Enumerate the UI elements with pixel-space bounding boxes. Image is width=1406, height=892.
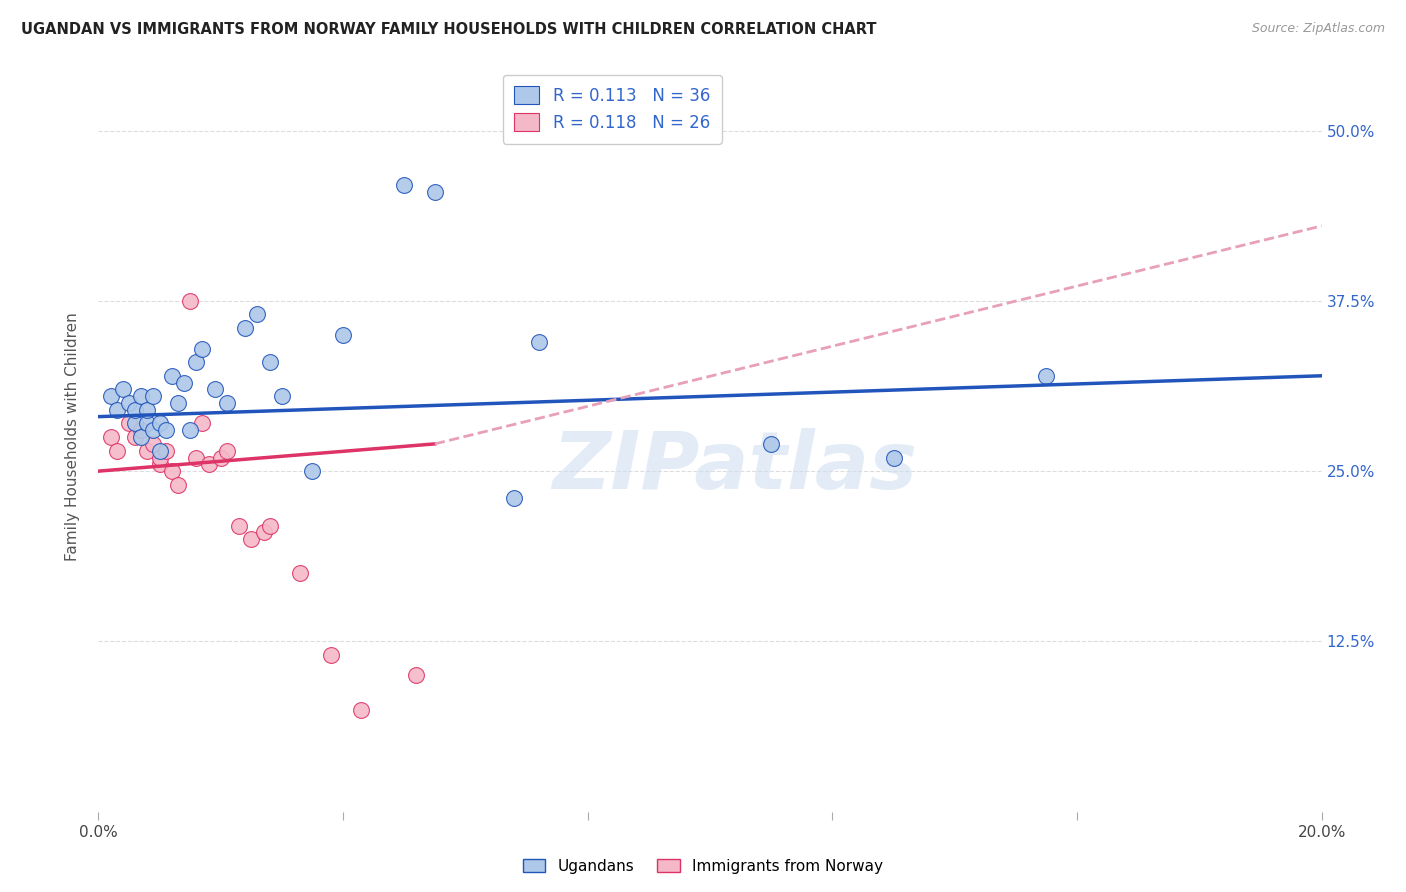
Point [270, 389, 292, 403]
Point [423, 185, 446, 199]
Point [149, 458, 172, 472]
Point [503, 491, 526, 506]
Point [246, 308, 269, 322]
Point [209, 450, 232, 465]
Point [160, 368, 183, 383]
Point [883, 450, 905, 465]
Point [259, 518, 281, 533]
Point [136, 443, 159, 458]
Y-axis label: Family Households with Children: Family Households with Children [65, 313, 80, 561]
Point [149, 443, 172, 458]
Text: Source: ZipAtlas.com: Source: ZipAtlas.com [1251, 22, 1385, 36]
Point [129, 430, 152, 444]
Point [252, 525, 274, 540]
Point [186, 355, 208, 369]
Point [142, 437, 165, 451]
Point [191, 342, 214, 356]
Point [149, 417, 172, 431]
Point [215, 443, 238, 458]
Point [118, 396, 141, 410]
Point [290, 566, 312, 581]
Point [111, 383, 134, 397]
Point [136, 402, 159, 417]
Point [527, 334, 550, 349]
Point [167, 477, 190, 491]
Point [179, 293, 201, 308]
Text: UGANDAN VS IMMIGRANTS FROM NORWAY FAMILY HOUSEHOLDS WITH CHILDREN CORRELATION CH: UGANDAN VS IMMIGRANTS FROM NORWAY FAMILY… [21, 22, 876, 37]
Point [142, 389, 165, 403]
Point [142, 423, 165, 437]
Point [173, 376, 195, 390]
Point [105, 443, 128, 458]
Legend: Ugandans, Immigrants from Norway: Ugandans, Immigrants from Norway [516, 853, 890, 880]
Point [186, 450, 208, 465]
Point [204, 383, 226, 397]
Point [197, 458, 219, 472]
Point [124, 402, 146, 417]
Point [301, 464, 323, 478]
Point [136, 417, 159, 431]
Legend: R = 0.113   N = 36, R = 0.118   N = 26: R = 0.113 N = 36, R = 0.118 N = 26 [503, 75, 721, 144]
Point [124, 417, 146, 431]
Point [155, 443, 177, 458]
Point [759, 437, 782, 451]
Point [332, 327, 354, 342]
Point [215, 396, 238, 410]
Point [233, 321, 256, 335]
Point [392, 178, 416, 192]
Point [179, 423, 201, 437]
Point [350, 702, 373, 716]
Point [319, 648, 342, 662]
Point [228, 518, 250, 533]
Point [405, 668, 427, 682]
Point [155, 423, 177, 437]
Point [118, 417, 141, 431]
Point [100, 389, 122, 403]
Point [129, 389, 152, 403]
Point [100, 430, 122, 444]
Point [191, 417, 214, 431]
Text: ZIPatlas: ZIPatlas [553, 428, 917, 506]
Point [149, 450, 172, 465]
Point [259, 355, 281, 369]
Point [105, 402, 128, 417]
Point [124, 430, 146, 444]
Point [167, 396, 190, 410]
Point [160, 464, 183, 478]
Point [129, 423, 152, 437]
Point [240, 533, 263, 547]
Point [1035, 368, 1057, 383]
